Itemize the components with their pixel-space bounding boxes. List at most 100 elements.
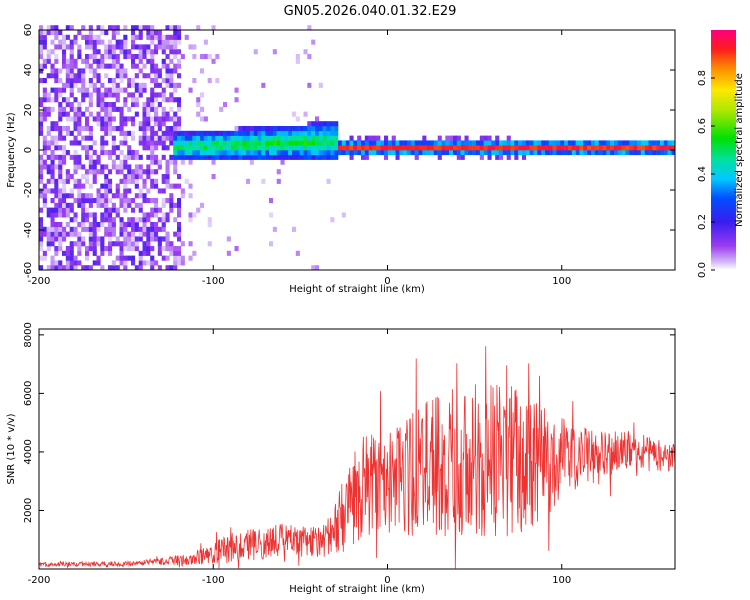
heatmap-cell bbox=[46, 231, 51, 237]
heatmap-cell bbox=[161, 116, 166, 122]
heatmap-cell bbox=[104, 92, 109, 98]
heatmap-cell bbox=[173, 39, 178, 45]
heatmap-cell bbox=[161, 217, 166, 223]
heatmap-cell bbox=[39, 217, 44, 223]
heatmap-cell bbox=[62, 236, 67, 242]
heatmap-cell bbox=[165, 246, 170, 252]
heatmap-cell bbox=[115, 106, 120, 112]
heatmap-cell bbox=[150, 140, 155, 146]
heatmap-cell bbox=[422, 135, 427, 141]
heatmap-cell bbox=[318, 154, 323, 160]
heatmap-cell bbox=[127, 222, 132, 228]
heatmap-cell bbox=[311, 145, 316, 151]
heatmap-cell bbox=[146, 97, 151, 103]
heatmap-cell bbox=[85, 92, 90, 98]
heatmap-cell bbox=[65, 265, 70, 271]
heatmap-cell bbox=[211, 25, 216, 31]
heatmap-cell bbox=[50, 140, 55, 146]
heatmap-cell bbox=[537, 150, 542, 156]
heatmap-cell bbox=[92, 250, 97, 256]
heatmap-cell bbox=[108, 150, 113, 156]
heatmap-cell bbox=[177, 198, 182, 204]
heatmap-cell bbox=[648, 140, 653, 146]
heatmap-cell bbox=[131, 116, 136, 122]
heatmap-cell bbox=[142, 116, 147, 122]
heatmap-cell bbox=[131, 25, 136, 31]
heatmap-cell bbox=[131, 246, 136, 252]
heatmap-cell bbox=[522, 150, 527, 156]
heatmap-cell bbox=[54, 78, 59, 84]
heatmap-cell bbox=[39, 116, 44, 122]
heatmap-cell bbox=[184, 154, 189, 160]
heatmap-cell bbox=[376, 140, 381, 146]
heatmap-cell bbox=[104, 198, 109, 204]
heatmap-cell bbox=[42, 231, 47, 237]
heatmap-cell bbox=[96, 241, 101, 247]
heatmap-cell bbox=[338, 145, 343, 151]
heatmap-cell bbox=[349, 150, 354, 156]
heatmap-cell bbox=[146, 30, 151, 36]
heatmap-cell bbox=[134, 25, 139, 31]
heatmap-cell bbox=[326, 145, 331, 151]
heatmap-cell bbox=[108, 212, 113, 218]
heatmap-cell bbox=[399, 140, 404, 146]
heatmap-cell bbox=[73, 217, 78, 223]
heatmap-cell bbox=[100, 121, 105, 127]
heatmap-cell bbox=[54, 202, 59, 208]
heatmap-cell bbox=[445, 150, 450, 156]
heatmap-cell bbox=[318, 140, 323, 146]
heatmap-cell bbox=[131, 121, 136, 127]
heatmap-cell bbox=[111, 54, 116, 60]
heatmap-cell bbox=[42, 188, 47, 194]
heatmap-cell bbox=[157, 102, 162, 108]
heatmap-cell bbox=[560, 140, 565, 146]
heatmap-cell bbox=[242, 126, 247, 132]
heatmap-cell bbox=[108, 111, 113, 117]
heatmap-cell bbox=[138, 121, 143, 127]
heatmap-cell bbox=[69, 68, 74, 74]
heatmap-cell bbox=[150, 265, 155, 271]
heatmap-cell bbox=[77, 116, 82, 122]
heatmap-cell bbox=[269, 126, 274, 132]
heatmap-cell bbox=[173, 202, 178, 208]
heatmap-cell bbox=[426, 150, 431, 156]
heatmap-cell bbox=[476, 145, 481, 151]
heatmap-cell bbox=[138, 260, 143, 266]
heatmap-cell bbox=[157, 207, 162, 213]
heatmap-cell bbox=[58, 78, 63, 84]
heatmap-cell bbox=[39, 178, 44, 184]
heatmap-cell bbox=[88, 202, 93, 208]
heatmap-cell bbox=[146, 198, 151, 204]
heatmap-cell bbox=[58, 193, 63, 199]
heatmap-cell bbox=[85, 54, 90, 60]
heatmap-cell bbox=[92, 44, 97, 50]
heatmap-cell bbox=[50, 68, 55, 74]
heatmap-cell bbox=[161, 97, 166, 103]
heatmap-cell bbox=[115, 54, 120, 60]
heatmap-cell bbox=[123, 87, 128, 93]
heatmap-cell bbox=[307, 25, 312, 31]
heatmap-cell bbox=[108, 126, 113, 132]
heatmap-cell bbox=[127, 154, 132, 160]
heatmap-cell bbox=[249, 145, 254, 151]
heatmap-cell bbox=[292, 154, 297, 160]
heatmap-cell bbox=[77, 126, 82, 132]
heatmap-cell bbox=[39, 207, 44, 213]
heatmap-cell bbox=[123, 97, 128, 103]
heatmap-cell bbox=[77, 111, 82, 117]
heatmap-cell bbox=[58, 226, 63, 232]
heatmap-cell bbox=[617, 150, 622, 156]
heatmap-cell bbox=[96, 49, 101, 55]
heatmap-cell bbox=[81, 217, 86, 223]
heatmap-cell bbox=[173, 44, 178, 50]
heatmap-cell bbox=[131, 58, 136, 64]
heatmap-cell bbox=[322, 126, 327, 132]
heatmap-cell bbox=[242, 154, 247, 160]
heatmap-cell bbox=[207, 154, 212, 160]
heatmap-cell bbox=[364, 150, 369, 156]
heatmap-cell bbox=[146, 164, 151, 170]
heatmap-cell bbox=[150, 226, 155, 232]
heatmap-cell bbox=[299, 145, 304, 151]
heatmap-cell bbox=[280, 154, 285, 160]
heatmap-cell bbox=[39, 78, 44, 84]
